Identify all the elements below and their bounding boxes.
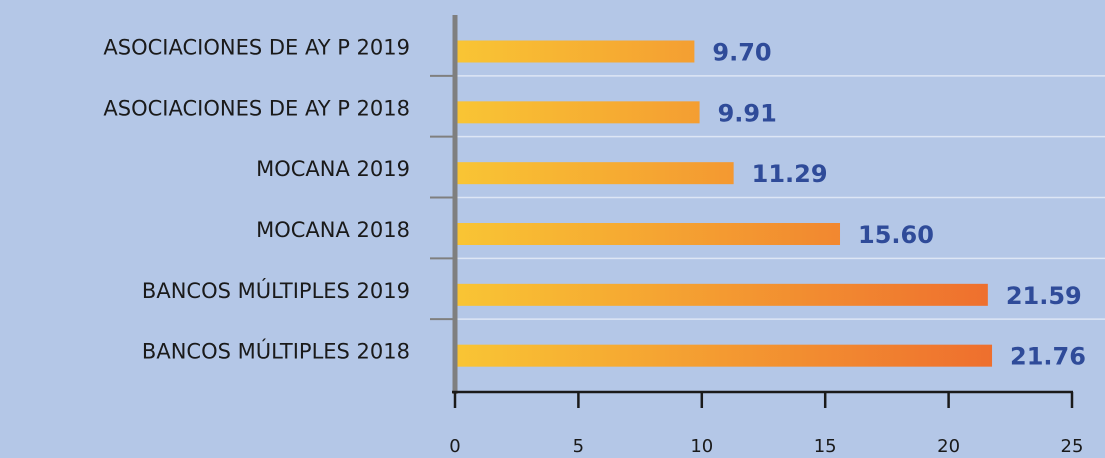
x-tick-label: 15	[814, 436, 837, 457]
bar	[455, 162, 734, 185]
category-label: BANCOS MÚLTIPLES 2018	[142, 339, 410, 364]
value-label: 21.59	[1006, 282, 1082, 310]
bar	[455, 283, 988, 306]
category-label: MOCANA 2019	[256, 157, 410, 181]
value-label: 15.60	[858, 221, 934, 249]
value-label: 9.91	[718, 99, 777, 127]
x-tick-label: 20	[937, 436, 960, 457]
value-label: 11.29	[752, 160, 828, 188]
x-tick-label: 5	[573, 436, 584, 457]
category-label: MOCANA 2018	[256, 218, 410, 242]
bar	[455, 344, 993, 367]
category-label: BANCOS MÚLTIPLES 2019	[142, 278, 410, 303]
value-label: 21.76	[1010, 343, 1086, 371]
x-tick-label: 10	[690, 436, 713, 457]
category-label: ASOCIACIONES DE AY P 2018	[103, 96, 410, 120]
x-tick-label: 0	[449, 436, 460, 457]
x-tick-label: 25	[1061, 436, 1084, 457]
value-label: 9.70	[712, 39, 771, 67]
bar	[455, 101, 700, 124]
category-label: ASOCIACIONES DE AY P 2019	[103, 36, 410, 60]
bar	[455, 223, 841, 245]
bar	[455, 40, 695, 63]
